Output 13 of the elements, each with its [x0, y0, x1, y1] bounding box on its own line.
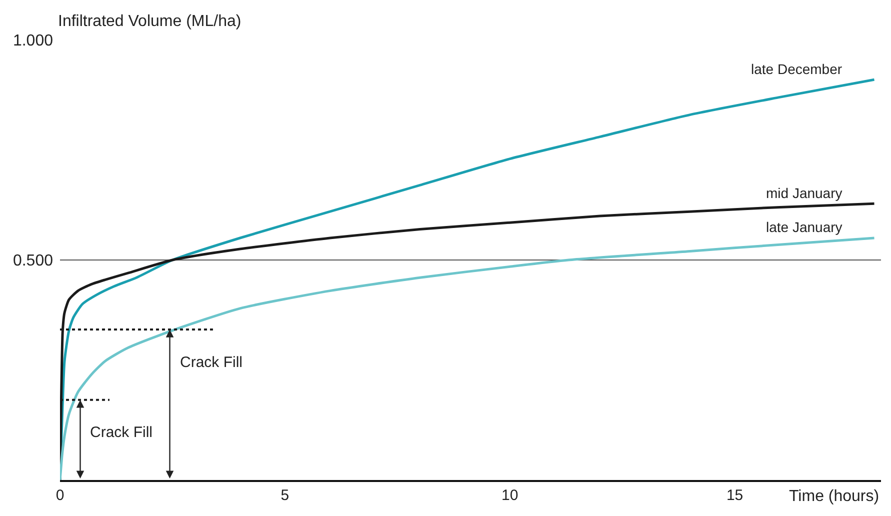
- series-label: late January: [766, 219, 842, 235]
- series-label: late December: [751, 61, 842, 77]
- x-axis-title: Time (hours): [789, 488, 880, 505]
- x-tick-label: 15: [726, 487, 744, 504]
- annotation: Crack Fill: [90, 424, 152, 441]
- y-tick-label: 1.000: [12, 32, 54, 50]
- annotation: Crack Fill: [180, 354, 242, 371]
- x-tick-label: 5: [280, 487, 290, 504]
- x-tick-label: 10: [502, 487, 518, 504]
- y-tick-label: 0.500: [12, 252, 54, 270]
- y-axis-title: Infiltrated Volume (ML/ha): [58, 13, 242, 30]
- x-tick-label: 0: [56, 487, 64, 504]
- series-label: mid January: [766, 185, 842, 201]
